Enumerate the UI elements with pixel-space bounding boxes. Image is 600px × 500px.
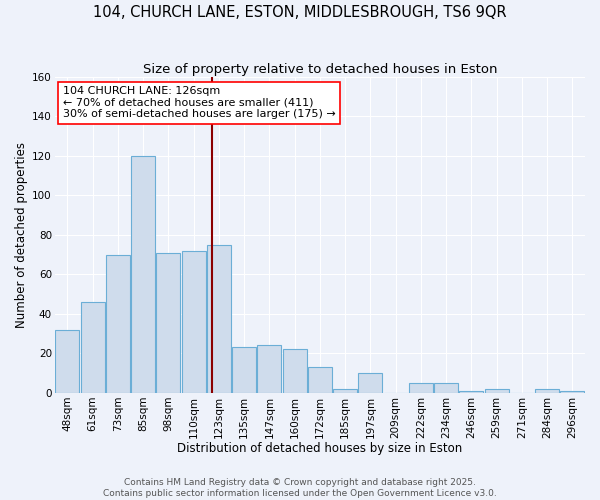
Bar — [106, 254, 130, 393]
Bar — [182, 250, 206, 393]
X-axis label: Distribution of detached houses by size in Eston: Distribution of detached houses by size … — [177, 442, 463, 455]
Bar — [55, 330, 79, 393]
Bar — [308, 367, 332, 393]
Bar — [80, 302, 104, 393]
Bar — [157, 252, 181, 393]
Bar — [535, 389, 559, 393]
Text: 104 CHURCH LANE: 126sqm
← 70% of detached houses are smaller (411)
30% of semi-d: 104 CHURCH LANE: 126sqm ← 70% of detache… — [62, 86, 335, 120]
Bar — [358, 373, 382, 393]
Y-axis label: Number of detached properties: Number of detached properties — [15, 142, 28, 328]
Bar — [232, 348, 256, 393]
Bar — [560, 391, 584, 393]
Title: Size of property relative to detached houses in Eston: Size of property relative to detached ho… — [143, 62, 497, 76]
Bar — [434, 383, 458, 393]
Bar — [131, 156, 155, 393]
Bar — [409, 383, 433, 393]
Bar — [283, 350, 307, 393]
Bar — [257, 346, 281, 393]
Bar — [485, 389, 509, 393]
Bar — [207, 244, 231, 393]
Text: 104, CHURCH LANE, ESTON, MIDDLESBROUGH, TS6 9QR: 104, CHURCH LANE, ESTON, MIDDLESBROUGH, … — [93, 5, 507, 20]
Bar — [460, 391, 484, 393]
Bar — [333, 389, 357, 393]
Text: Contains HM Land Registry data © Crown copyright and database right 2025.
Contai: Contains HM Land Registry data © Crown c… — [103, 478, 497, 498]
